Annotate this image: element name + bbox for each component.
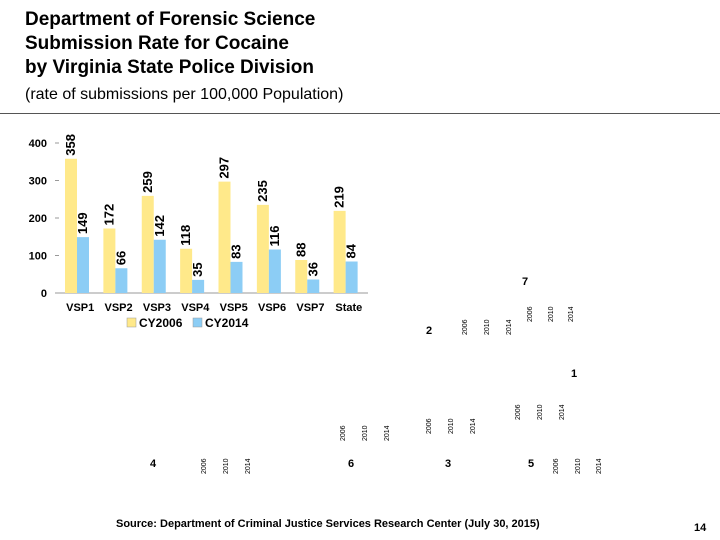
- page-number: 14: [694, 522, 707, 534]
- bar-cy2006: [180, 248, 193, 293]
- region-number-5: 5: [528, 458, 535, 470]
- data-label: 149: [75, 212, 90, 234]
- x-tick-label: VSP3: [143, 302, 171, 314]
- year-label: 2006: [527, 306, 534, 322]
- data-label: 259: [140, 171, 155, 193]
- data-label: 116: [267, 226, 282, 247]
- year-label: 2014: [596, 458, 603, 474]
- bar-cy2014: [268, 249, 281, 293]
- region-number-6: 6: [348, 458, 355, 470]
- year-label: 2010: [362, 425, 369, 441]
- x-tick-label: VSP5: [220, 302, 248, 314]
- bar-cy2006: [256, 204, 269, 293]
- x-tick-label: VSP7: [296, 302, 324, 314]
- year-label: 2006: [462, 319, 469, 335]
- year-label: 2006: [553, 458, 560, 474]
- data-label: 235: [255, 180, 270, 202]
- bar-cy2006: [141, 195, 154, 293]
- chart-subtitle: (rate of submissions per 100,000 Populat…: [25, 86, 344, 103]
- title-line-3: by Virginia State Police Division: [25, 57, 314, 78]
- y-tick-label: 100: [29, 251, 47, 263]
- region-number-1: 1: [571, 368, 578, 380]
- data-label: 36: [305, 262, 320, 276]
- title-line-1: Department of Forensic Science: [25, 9, 316, 30]
- x-tick-label: State: [335, 302, 362, 314]
- year-label: 2010: [575, 458, 582, 474]
- y-tick-label: 400: [29, 138, 47, 150]
- legend-swatch-cy2006: [126, 317, 137, 328]
- year-label: 2014: [568, 306, 575, 322]
- bar-cy2006: [65, 158, 77, 293]
- bar-cy2006: [295, 260, 308, 293]
- submission-rate-bar-chart: 0 100 200 300 400 358 149 VSP1 172 66 VSP2 259 142 VS…: [29, 134, 368, 330]
- bar-cy2014: [192, 279, 205, 293]
- data-label: 118: [178, 225, 193, 246]
- data-label: 358: [63, 134, 78, 156]
- title-line-2: Submission Rate for Cocaine: [25, 33, 289, 54]
- year-label: 2010: [537, 404, 544, 420]
- year-label: 2010: [548, 306, 555, 322]
- bar-cy2014: [230, 261, 243, 293]
- legend-label: CY2014: [205, 316, 249, 330]
- y-tick-label: 300: [29, 176, 47, 188]
- data-label: 219: [332, 186, 347, 208]
- year-label: 2006: [515, 404, 522, 420]
- year-label: 2014: [559, 404, 566, 420]
- data-label: 172: [101, 204, 116, 226]
- year-label: 2014: [470, 418, 477, 434]
- year-label: 2010: [223, 458, 230, 474]
- x-tick-label: VSP1: [66, 302, 94, 314]
- bar-cy2014: [153, 239, 166, 293]
- year-label: 2014: [506, 319, 513, 335]
- year-label: 2010: [448, 418, 455, 434]
- bar-cy2014: [77, 237, 89, 293]
- data-label: 142: [152, 215, 167, 237]
- region-number-7: 7: [522, 276, 529, 288]
- year-label: 2010: [484, 319, 491, 335]
- x-tick-label: VSP6: [258, 302, 286, 314]
- data-label: 83: [229, 244, 244, 258]
- bar-cy2014: [307, 279, 320, 293]
- bar-cy2014: [115, 268, 128, 293]
- region-number-3: 3: [445, 458, 452, 470]
- bar-cy2006: [103, 228, 116, 293]
- bar-cy2014: [345, 261, 358, 293]
- legend-label: CY2006: [139, 316, 183, 330]
- y-tick-label: 200: [29, 213, 47, 225]
- region-number-2: 2: [426, 325, 433, 337]
- data-label: 66: [113, 251, 128, 265]
- data-label: 84: [344, 243, 359, 258]
- year-label: 2006: [426, 418, 433, 434]
- year-label: 2014: [384, 425, 391, 441]
- data-label: 297: [217, 157, 232, 179]
- data-label: 88: [293, 243, 308, 257]
- x-tick-label: VSP2: [104, 302, 132, 314]
- year-label: 2014: [245, 458, 252, 474]
- bar-cy2006: [333, 210, 346, 293]
- legend-swatch-cy2014: [192, 317, 203, 328]
- page-title: Department of Forensic Science Submissio…: [25, 8, 585, 80]
- x-tick-label: VSP4: [181, 302, 210, 314]
- bar-cy2006: [218, 181, 231, 293]
- year-label: 2006: [340, 425, 347, 441]
- year-label: 2006: [201, 458, 208, 474]
- title-divider: [0, 113, 720, 114]
- data-label: 35: [190, 262, 205, 276]
- y-tick-label: 0: [41, 288, 47, 300]
- source-note: Source: Department of Criminal Justice S…: [116, 518, 540, 530]
- region-number-4: 4: [150, 458, 157, 470]
